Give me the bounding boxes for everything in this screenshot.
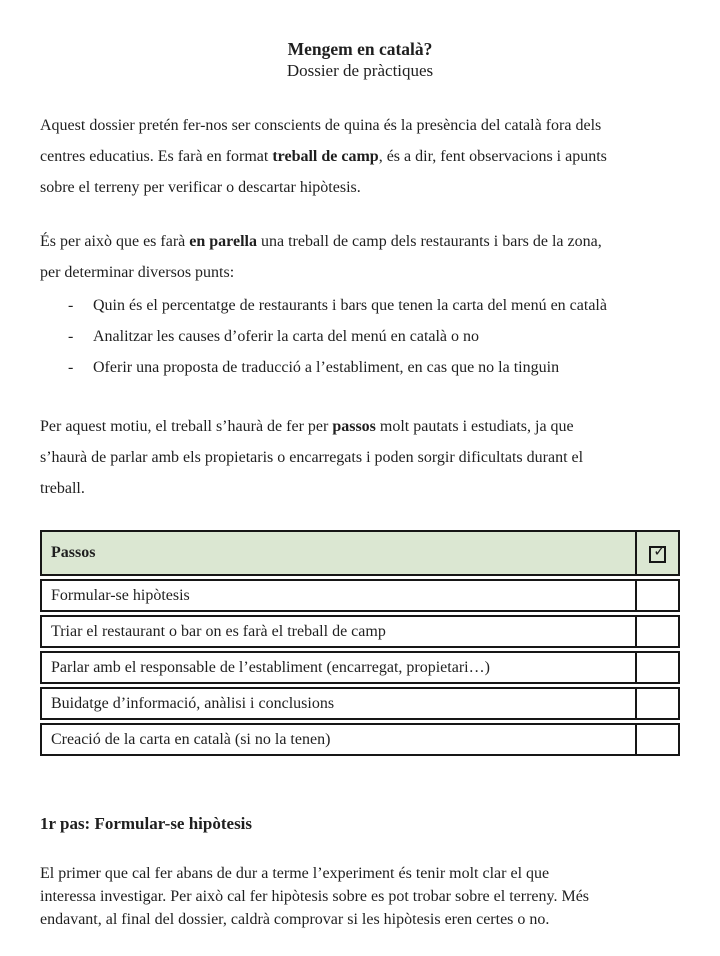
step-label: Creació de la carta en català (si no la … (51, 730, 331, 748)
closing-paragraph: El primer que cal fer abans de dur a ter… (40, 862, 680, 931)
paragraph-line: interessa investigar. Per això cal fer h… (40, 888, 590, 905)
text-segment: una treball de camp dels restaurants i b… (256, 233, 602, 250)
step-cell: Parlar amb el responsable de l’establime… (40, 651, 638, 684)
step-label: Triar el restaurant o bar on es farà el … (51, 622, 386, 640)
table-header-cell: Passos (40, 530, 638, 576)
paragraph-line: Aquest dossier pretén fer-nos ser consci… (40, 117, 602, 134)
text-segment: És per això que es farà (40, 233, 190, 250)
bullet-dash-icon: - (68, 359, 74, 376)
paragraph-line: sobre el terreny per verificar o descart… (40, 179, 361, 196)
paragraph-line: endavant, al final del dossier, caldrà c… (40, 911, 550, 928)
steps-table: Passos ✓ Formular-se hipòtesis Triar el … (40, 530, 680, 756)
step-label: Formular-se hipòtesis (51, 586, 190, 604)
paragraph-line: Per aquest motiu, el treball s’haurà de … (40, 411, 680, 442)
pairs-paragraph: És per això que es farà en parella una t… (40, 226, 680, 288)
step-check-cell (635, 615, 680, 648)
bullet-item: - Oferir una proposta de traducció a l’e… (40, 352, 680, 383)
step-cell: Creació de la carta en català (si no la … (40, 723, 638, 756)
step-cell: Formular-se hipòtesis (40, 579, 638, 612)
step-label: Buidatge d’informació, anàlisi i conclus… (51, 694, 335, 712)
step-cell: Buidatge d’informació, anàlisi i conclus… (40, 687, 638, 720)
step-label: Parlar amb el responsable de l’establime… (51, 658, 490, 676)
checkbox-checked-icon: ✓ (649, 541, 667, 563)
paragraph-line: centres educatius. Es farà en format tre… (40, 141, 680, 172)
doc-subtitle: Dossier de pràctiques (286, 61, 434, 80)
paragraph-line: s’haurà de parlar amb els propietaris o … (40, 449, 584, 466)
check-mark-icon: ✓ (653, 541, 666, 560)
table-header-label: Passos (51, 544, 96, 561)
step-check-cell (635, 687, 680, 720)
table-row: Parlar amb el responsable de l’establime… (40, 651, 680, 684)
intro-paragraph: Aquest dossier pretén fer-nos ser consci… (40, 110, 680, 203)
bold-text-segment: passos (332, 418, 376, 435)
table-row: Buidatge d’informació, anàlisi i conclus… (40, 687, 680, 720)
table-header-row: Passos ✓ (40, 530, 680, 576)
bold-text-segment: treball de camp (272, 148, 379, 165)
section-heading: 1r pas: Formular-se hipòtesis (40, 814, 253, 833)
paragraph-line: El primer que cal fer abans de dur a ter… (40, 865, 550, 882)
table-row: Creació de la carta en català (si no la … (40, 723, 680, 756)
table-row: Formular-se hipòtesis (40, 579, 680, 612)
bullet-dash-icon: - (68, 328, 74, 345)
step-check-cell (635, 651, 680, 684)
bullet-list: - Quin és el percentatge de restaurants … (40, 290, 680, 383)
bullet-text: Oferir una proposta de traducció a l’est… (93, 359, 560, 376)
bullet-text: Analitzar les causes d’oferir la carta d… (93, 328, 480, 345)
text-segment: molt pautats i estudiats, ja que (375, 418, 574, 435)
bullet-text: Quin és el percentatge de restaurants i … (93, 297, 607, 314)
doc-title: Mengem en català? (287, 39, 433, 59)
bullet-item: - Analitzar les causes d’oferir la carta… (40, 321, 680, 352)
document-page: Mengem en català? Dossier de pràctiques … (40, 39, 680, 931)
bold-text-segment: en parella (189, 233, 257, 250)
paragraph-line: per determinar diversos punts: (40, 264, 235, 281)
step-check-cell (635, 579, 680, 612)
text-segment: , és a dir, fent observacions i apunts (378, 148, 607, 165)
text-segment: centres educatius. Es farà en format (40, 148, 273, 165)
table-row: Triar el restaurant o bar on es farà el … (40, 615, 680, 648)
bullet-item: - Quin és el percentatge de restaurants … (40, 290, 680, 321)
step-cell: Triar el restaurant o bar on es farà el … (40, 615, 638, 648)
table-header-check-cell: ✓ (635, 530, 680, 576)
steps-intro-paragraph: Per aquest motiu, el treball s’haurà de … (40, 411, 680, 504)
paragraph-line: treball. (40, 480, 85, 497)
bullet-dash-icon: - (68, 297, 74, 314)
step-check-cell (635, 723, 680, 756)
text-segment: Per aquest motiu, el treball s’haurà de … (40, 418, 333, 435)
paragraph-line: És per això que es farà en parella una t… (40, 226, 680, 257)
